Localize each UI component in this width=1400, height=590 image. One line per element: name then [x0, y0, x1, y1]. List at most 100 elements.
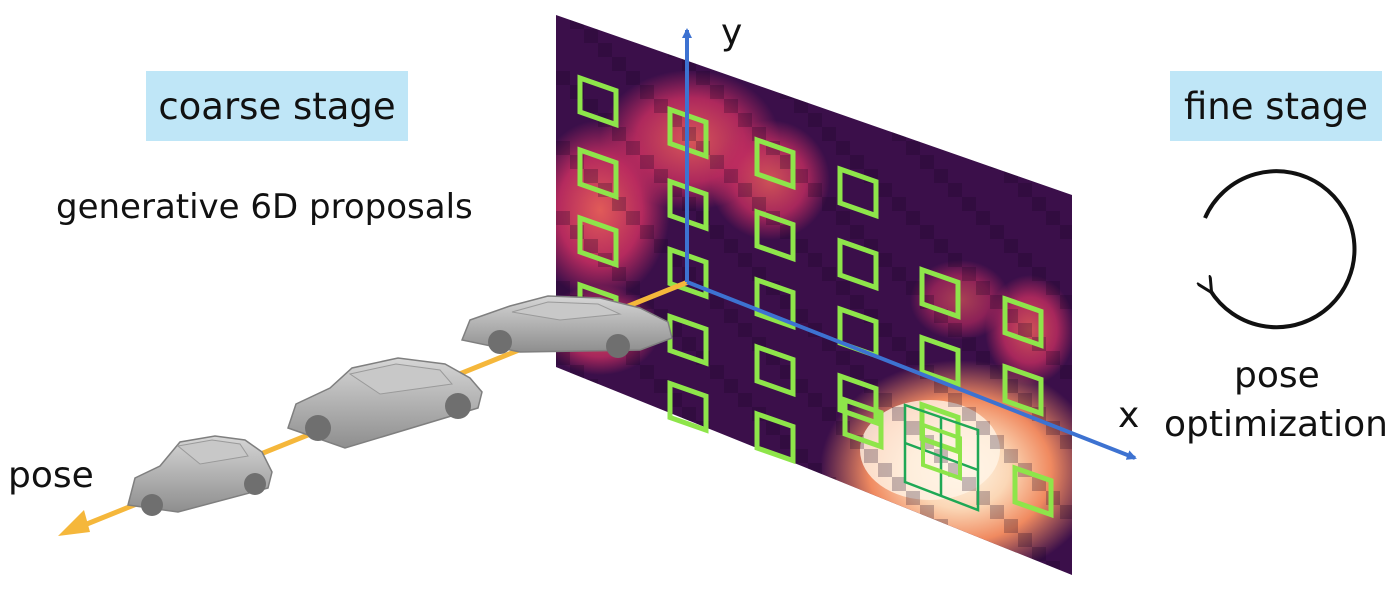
heatmap-cell — [780, 85, 794, 99]
proposal-box — [1012, 464, 1054, 519]
proposal-box — [577, 74, 619, 129]
heatmap-cell — [598, 43, 612, 57]
proposal-box — [837, 372, 879, 427]
proposal-box — [837, 237, 879, 292]
heatmap-cell — [710, 155, 724, 169]
heatmap-cell — [864, 449, 878, 463]
car-icon — [287, 357, 483, 449]
heatmap-cell — [654, 99, 668, 113]
heatmap-cell — [822, 197, 836, 211]
heatmap-cell — [556, 281, 570, 295]
heatmap-cell — [668, 463, 682, 477]
heatmap-cell — [948, 43, 962, 57]
heatmap-cell — [906, 561, 920, 575]
proposal-box — [1002, 363, 1044, 417]
heatmap-cell — [640, 85, 654, 99]
heatmap-cell — [878, 183, 892, 197]
heatmap-cell — [850, 575, 864, 589]
heatmap-cell — [612, 477, 626, 491]
heatmap-cell — [556, 211, 570, 225]
heatmap-cell — [878, 463, 892, 477]
heatmap-cell — [1060, 575, 1074, 589]
heatmap-cell — [920, 155, 934, 169]
heatmap-cell — [738, 323, 752, 337]
proposal-box — [577, 214, 619, 269]
heatmap-cell — [570, 435, 584, 449]
heatmap-cell — [1004, 29, 1018, 43]
proposal-box — [667, 245, 709, 300]
heatmap-cell — [612, 407, 626, 421]
heatmap-cell — [864, 29, 878, 43]
heatmap-cell — [1046, 71, 1060, 85]
heatmap-cell — [934, 519, 948, 533]
heatmap-cell — [962, 267, 976, 281]
coarse-stage-text: coarse stage — [158, 84, 396, 128]
heatmap-cell — [808, 463, 822, 477]
heatmap-cell — [780, 15, 794, 29]
heatmap-cell — [626, 281, 640, 295]
heatmap-cell — [556, 141, 570, 155]
heatmap-cell — [962, 57, 976, 71]
heatmap-cell — [794, 99, 808, 113]
heatmap-cell — [948, 393, 962, 407]
heatmap-cell — [962, 477, 976, 491]
heatmap-cell — [906, 281, 920, 295]
heatmap-cell — [654, 239, 668, 253]
heatmap-cell — [780, 505, 794, 519]
heatmap-cell — [878, 393, 892, 407]
heatmap-cell — [780, 575, 794, 589]
heatmap-cell — [892, 127, 906, 141]
heatmap-cell — [808, 43, 822, 57]
heatmap-cell — [948, 183, 962, 197]
proposal-box — [754, 343, 796, 398]
heatmap-cell — [976, 491, 990, 505]
heatmap-cell — [878, 113, 892, 127]
heatmap-cell — [920, 575, 934, 589]
heatmap-cell — [1060, 155, 1072, 169]
heatmap-cell — [724, 169, 738, 183]
heatmap-cell — [626, 71, 640, 85]
heatmap-cell — [1004, 449, 1018, 463]
heatmap-cell — [794, 449, 808, 463]
heatmap-cell — [878, 323, 892, 337]
heatmap-cell — [836, 351, 850, 365]
heatmap-cell — [850, 295, 864, 309]
heatmap-cell — [556, 351, 570, 365]
heatmap-cell — [990, 575, 1004, 589]
heatmap-cell — [962, 407, 976, 421]
heatmap-cell — [640, 575, 654, 589]
heatmap-cell — [598, 463, 612, 477]
heatmap-cell — [556, 491, 570, 505]
heatmap-cell — [640, 155, 654, 169]
heatmap-cell — [920, 225, 934, 239]
heatmap-cell — [640, 505, 654, 519]
heatmap-cell — [1046, 281, 1060, 295]
heatmap-cell — [766, 491, 780, 505]
heatmap-cell — [752, 477, 766, 491]
proposal-box — [1002, 295, 1044, 349]
heatmap-cell — [710, 505, 724, 519]
heatmap-cell — [836, 281, 850, 295]
heatmap-cell — [836, 71, 850, 85]
heatmap-cell — [822, 267, 836, 281]
heatmap-cell — [1018, 323, 1032, 337]
heatmap-cell — [976, 351, 990, 365]
heatmap-cell — [850, 155, 864, 169]
heatmap-cell — [1032, 547, 1046, 561]
proposal-box — [919, 266, 961, 320]
heatmap-cell — [906, 491, 920, 505]
heatmap-cell — [640, 225, 654, 239]
proposal-box — [754, 276, 796, 331]
heatmap-cell — [836, 491, 850, 505]
heatmap-cell — [878, 43, 892, 57]
proposal-box — [754, 208, 796, 263]
heatmap-cell — [990, 15, 1004, 29]
heatmap-cell — [920, 15, 934, 29]
heatmap-cell — [836, 141, 850, 155]
heatmap-cell — [892, 197, 906, 211]
x-axis — [686, 280, 1137, 460]
car-icon — [460, 295, 673, 358]
heatmap-cell — [752, 57, 766, 71]
heatmap-cell — [808, 183, 822, 197]
heatmap-cell — [1046, 211, 1060, 225]
